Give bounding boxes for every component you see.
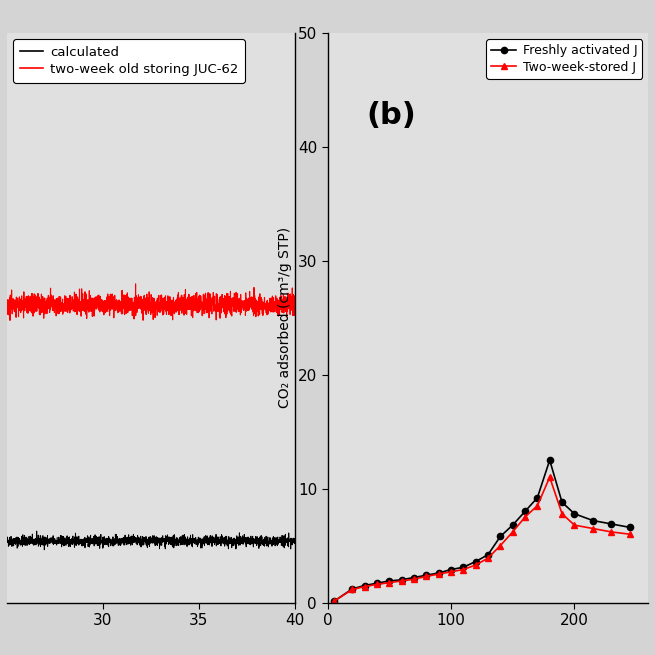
Freshly activated J bbox=[348, 585, 356, 593]
Freshly activated J bbox=[607, 520, 615, 528]
Freshly activated J bbox=[546, 456, 553, 464]
Freshly activated J bbox=[472, 557, 479, 565]
Freshly activated J bbox=[571, 510, 578, 517]
Freshly activated J bbox=[509, 521, 517, 529]
Two-week-stored J bbox=[472, 561, 479, 569]
Two-week-stored J bbox=[373, 580, 381, 588]
Text: (b): (b) bbox=[366, 101, 416, 130]
Legend: calculated, two-week old storing JUC-62: calculated, two-week old storing JUC-62 bbox=[13, 39, 245, 83]
Freshly activated J bbox=[385, 577, 393, 585]
Freshly activated J bbox=[410, 574, 418, 582]
Two-week-stored J bbox=[447, 568, 455, 576]
Freshly activated J bbox=[398, 576, 405, 584]
Freshly activated J bbox=[329, 597, 337, 605]
Two-week-stored J bbox=[509, 528, 517, 536]
Freshly activated J bbox=[521, 508, 529, 515]
Two-week-stored J bbox=[361, 583, 369, 591]
Two-week-stored J bbox=[558, 510, 566, 517]
Two-week-stored J bbox=[607, 528, 615, 536]
Freshly activated J bbox=[435, 569, 443, 577]
Two-week-stored J bbox=[348, 586, 356, 593]
Two-week-stored J bbox=[410, 575, 418, 583]
Freshly activated J bbox=[459, 563, 467, 571]
Two-week-stored J bbox=[329, 597, 337, 605]
Two-week-stored J bbox=[589, 525, 597, 533]
Two-week-stored J bbox=[496, 542, 504, 550]
Two-week-stored J bbox=[422, 572, 430, 580]
Freshly activated J bbox=[422, 571, 430, 579]
Freshly activated J bbox=[373, 579, 381, 587]
Two-week-stored J bbox=[459, 566, 467, 574]
Y-axis label: CO₂ adsorbed (cm³/g STP): CO₂ adsorbed (cm³/g STP) bbox=[278, 227, 292, 408]
Freshly activated J bbox=[496, 533, 504, 540]
Two-week-stored J bbox=[385, 579, 393, 587]
Two-week-stored J bbox=[521, 514, 529, 521]
Two-week-stored J bbox=[398, 577, 405, 585]
Line: Freshly activated J: Freshly activated J bbox=[331, 457, 633, 605]
Line: Two-week-stored J: Two-week-stored J bbox=[330, 474, 633, 605]
Legend: Freshly activated J, Two-week-stored J: Freshly activated J, Two-week-stored J bbox=[486, 39, 642, 79]
Two-week-stored J bbox=[626, 531, 634, 538]
Freshly activated J bbox=[626, 523, 634, 531]
Freshly activated J bbox=[361, 582, 369, 590]
Freshly activated J bbox=[484, 551, 492, 559]
Freshly activated J bbox=[447, 566, 455, 574]
Two-week-stored J bbox=[484, 554, 492, 562]
Two-week-stored J bbox=[546, 474, 553, 481]
Two-week-stored J bbox=[571, 521, 578, 529]
Two-week-stored J bbox=[533, 502, 541, 510]
Freshly activated J bbox=[533, 494, 541, 502]
Freshly activated J bbox=[558, 498, 566, 506]
Freshly activated J bbox=[589, 517, 597, 525]
Two-week-stored J bbox=[435, 570, 443, 578]
